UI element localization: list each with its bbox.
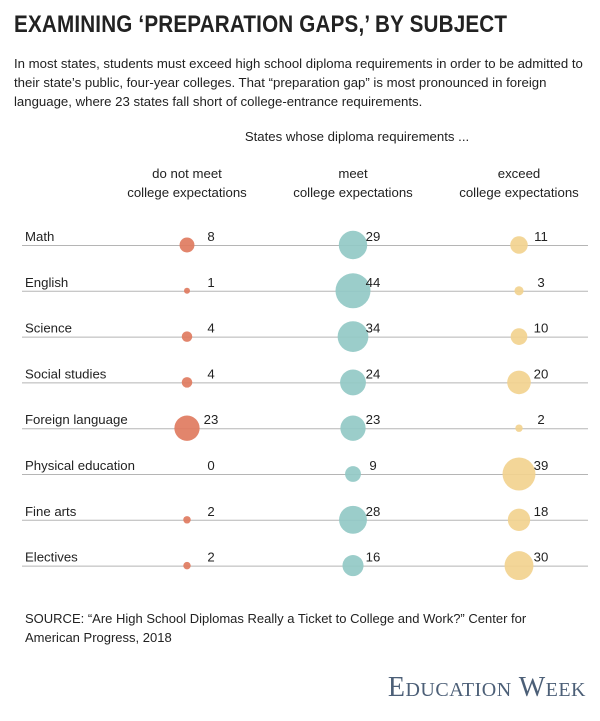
chart-subtitle: In most states, students must exceed hig…: [14, 56, 583, 109]
value-label-meet: 44: [366, 275, 381, 290]
column-headers: do not meet college expectations meet colle…: [127, 166, 579, 200]
bubble-do-not-meet: [181, 331, 193, 342]
bubble-exceed: [502, 457, 536, 491]
value-label-exceed: 20: [534, 366, 549, 381]
bubble-meet: [345, 466, 361, 482]
row-physical-education: Physical education 0 9 39: [25, 457, 549, 491]
value-label-do-not-meet: 4: [207, 321, 214, 336]
row-label: Fine arts: [25, 504, 77, 519]
row-math: Math 8 29 11: [25, 229, 548, 260]
value-label-do-not-meet: 2: [207, 504, 214, 519]
row-label: English: [25, 275, 68, 290]
bubble-do-not-meet: [184, 287, 190, 294]
source-note: SOURCE: “Are High School Diplomas Really…: [25, 611, 527, 645]
bubble-exceed: [507, 508, 531, 531]
value-label-exceed: 3: [537, 275, 544, 290]
value-label-exceed: 2: [537, 412, 544, 427]
value-label-meet: 29: [366, 229, 381, 244]
row-gridlines: [22, 245, 588, 567]
chart-title: EXAMINING ‘PREPARATION GAPS,’ BY SUBJECT: [14, 11, 508, 38]
bubble-do-not-meet: [174, 415, 200, 441]
bubble-do-not-meet: [181, 377, 193, 388]
value-label-meet: 23: [366, 412, 381, 427]
value-label-exceed: 30: [534, 550, 549, 565]
column-header-meet-line2: college expectations: [293, 185, 413, 200]
value-label-exceed: 11: [534, 229, 548, 244]
bubble-exceed: [510, 328, 528, 345]
value-label-do-not-meet: 1: [207, 275, 214, 290]
row-label: Foreign language: [25, 412, 128, 427]
bubble-meet: [342, 555, 364, 577]
bubble-exceed: [507, 370, 531, 395]
value-label-meet: 9: [369, 458, 376, 473]
row-foreign-language: Foreign language 23 23 2: [25, 412, 545, 441]
row-english: English 1 44 3: [25, 273, 545, 309]
value-label-do-not-meet: 8: [207, 229, 214, 244]
publication-logo: Education Week: [387, 672, 586, 703]
bubble-meet: [337, 321, 369, 352]
value-label-meet: 24: [366, 366, 381, 381]
value-label-do-not-meet: 2: [207, 550, 214, 565]
bubble-chart: States whose diploma requirements ... do…: [22, 129, 588, 581]
row-science: Science 4 34 10: [25, 321, 548, 352]
bubble-do-not-meet: [183, 516, 191, 524]
value-label-exceed: 10: [534, 321, 549, 336]
bubble-meet: [339, 505, 367, 534]
column-header-exceed: exceed: [498, 166, 541, 181]
row-social-studies: Social studies 4 24 20: [25, 366, 549, 396]
bubble-exceed: [510, 236, 528, 254]
column-header-do-not-meet: do not meet: [152, 166, 222, 181]
bubble-meet: [340, 369, 366, 396]
bubble-exceed: [514, 286, 524, 296]
row-label: Science: [25, 321, 72, 336]
value-label-do-not-meet: 0: [207, 458, 214, 473]
value-label-exceed: 18: [534, 504, 549, 519]
bubble-meet: [335, 273, 371, 309]
bubble-meet: [340, 415, 366, 441]
bubble-exceed: [504, 551, 534, 581]
row-electives: Electives 2 16 30: [25, 550, 549, 581]
row-label: Physical education: [25, 458, 135, 473]
value-label-do-not-meet: 23: [204, 412, 219, 427]
value-label-meet: 34: [366, 321, 381, 336]
value-label-meet: 28: [366, 504, 381, 519]
column-header-meet: meet: [338, 166, 368, 181]
bubble-do-not-meet: [179, 237, 195, 253]
bubble-meet: [338, 230, 368, 260]
bubble-do-not-meet: [183, 561, 191, 570]
row-label: Math: [25, 229, 54, 244]
row-label: Social studies: [25, 366, 107, 381]
row-label: Electives: [25, 550, 78, 565]
value-label-exceed: 39: [534, 458, 549, 473]
column-header-exceed-line2: college expectations: [459, 185, 579, 200]
chart-supertitle: States whose diploma requirements ...: [245, 129, 469, 144]
row-fine-arts: Fine arts 2 28 18: [25, 504, 548, 534]
value-label-do-not-meet: 4: [207, 366, 214, 381]
column-header-do-not-meet-line2: college expectations: [127, 185, 247, 200]
bubble-exceed: [515, 424, 523, 432]
value-label-meet: 16: [366, 550, 381, 565]
